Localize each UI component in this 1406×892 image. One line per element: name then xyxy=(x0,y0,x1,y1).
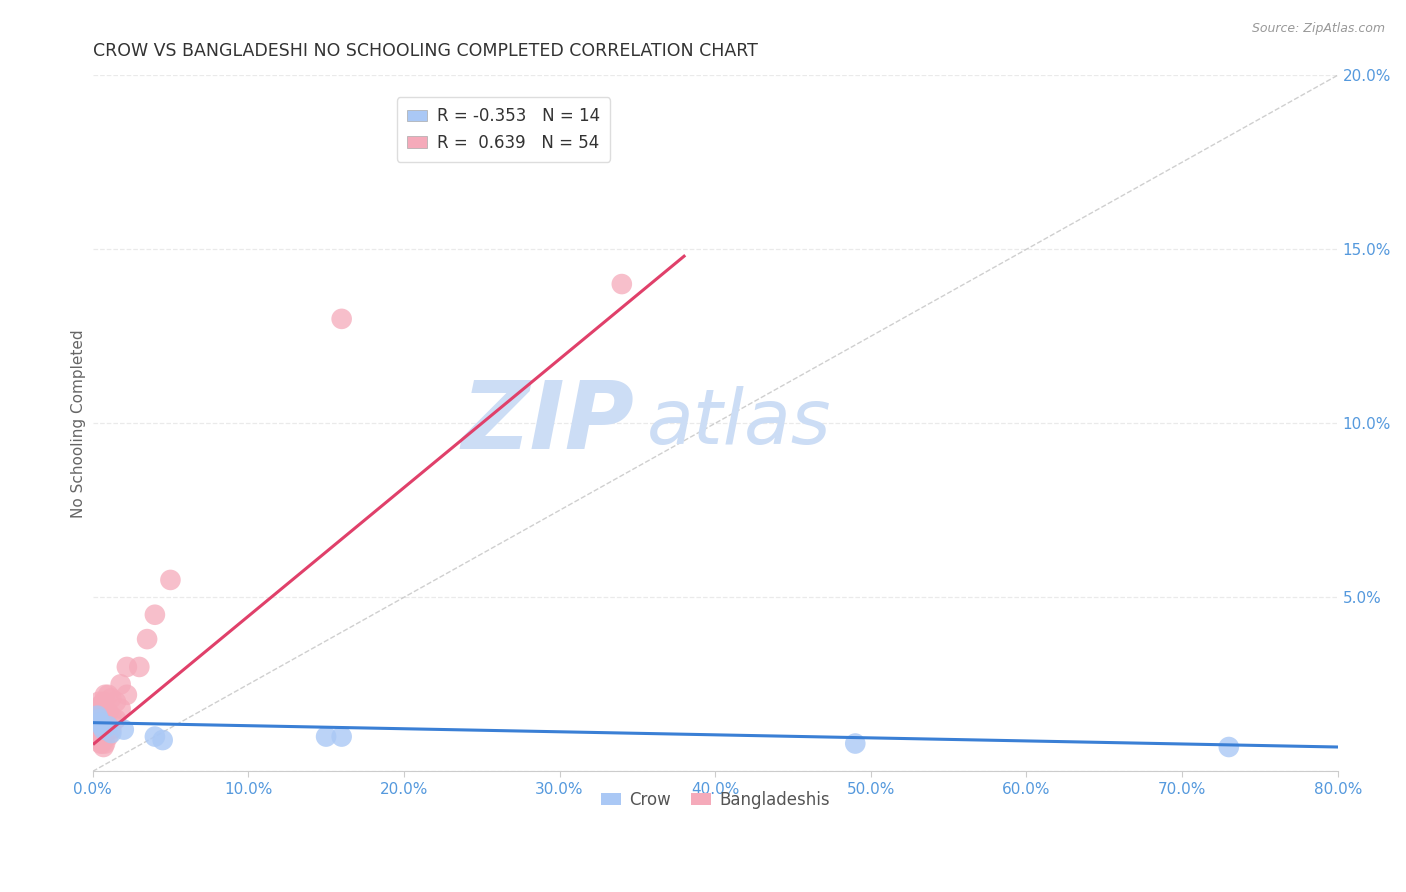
Point xyxy=(97,730,120,744)
Point xyxy=(100,726,122,740)
Point xyxy=(136,632,159,646)
Point xyxy=(84,719,107,733)
Point xyxy=(89,737,111,751)
Point xyxy=(94,715,117,730)
Point xyxy=(89,723,111,737)
Point xyxy=(86,719,108,733)
Point xyxy=(87,719,110,733)
Point xyxy=(89,698,111,713)
Point xyxy=(94,726,117,740)
Point xyxy=(330,730,353,744)
Text: Source: ZipAtlas.com: Source: ZipAtlas.com xyxy=(1251,22,1385,36)
Point xyxy=(315,730,337,744)
Point xyxy=(86,708,108,723)
Text: CROW VS BANGLADESHI NO SCHOOLING COMPLETED CORRELATION CHART: CROW VS BANGLADESHI NO SCHOOLING COMPLET… xyxy=(93,42,758,60)
Point xyxy=(86,730,108,744)
Point xyxy=(89,708,111,723)
Point xyxy=(84,723,107,737)
Point xyxy=(104,695,127,709)
Point xyxy=(86,708,108,723)
Point xyxy=(87,712,110,726)
Point xyxy=(97,705,120,719)
Point xyxy=(89,730,111,744)
Point xyxy=(844,737,866,751)
Point xyxy=(115,660,138,674)
Point xyxy=(97,688,120,702)
Point xyxy=(94,702,117,716)
Point xyxy=(112,723,135,737)
Text: ZIP: ZIP xyxy=(461,377,634,469)
Point xyxy=(91,723,114,737)
Point xyxy=(93,719,115,733)
Point xyxy=(93,695,115,709)
Point xyxy=(87,712,110,726)
Point xyxy=(91,702,114,716)
Point xyxy=(86,712,108,726)
Point xyxy=(143,730,166,744)
Point xyxy=(152,733,174,747)
Point xyxy=(93,730,115,744)
Point xyxy=(89,715,111,730)
Point xyxy=(143,607,166,622)
Point xyxy=(91,730,114,744)
Point xyxy=(87,705,110,719)
Point xyxy=(110,702,132,716)
Point xyxy=(86,702,108,716)
Point xyxy=(94,737,117,751)
Point xyxy=(87,733,110,747)
Y-axis label: No Schooling Completed: No Schooling Completed xyxy=(72,329,86,517)
Point xyxy=(87,695,110,709)
Point xyxy=(97,719,120,733)
Point xyxy=(94,688,117,702)
Point xyxy=(100,691,122,706)
Point xyxy=(104,712,127,726)
Point xyxy=(93,708,115,723)
Point xyxy=(159,573,181,587)
Point xyxy=(110,677,132,691)
Point xyxy=(1218,739,1240,754)
Point xyxy=(93,739,115,754)
Text: atlas: atlas xyxy=(647,386,831,460)
Point xyxy=(91,712,114,726)
Point xyxy=(91,719,114,733)
Point xyxy=(97,719,120,733)
Point xyxy=(93,723,115,737)
Point xyxy=(330,311,353,326)
Point xyxy=(87,726,110,740)
Point xyxy=(84,712,107,726)
Point xyxy=(115,688,138,702)
Point xyxy=(100,708,122,723)
Point xyxy=(91,737,114,751)
Point xyxy=(128,660,150,674)
Point xyxy=(89,715,111,730)
Point xyxy=(610,277,633,291)
Point xyxy=(100,723,122,737)
Legend: Crow, Bangladeshis: Crow, Bangladeshis xyxy=(593,784,837,815)
